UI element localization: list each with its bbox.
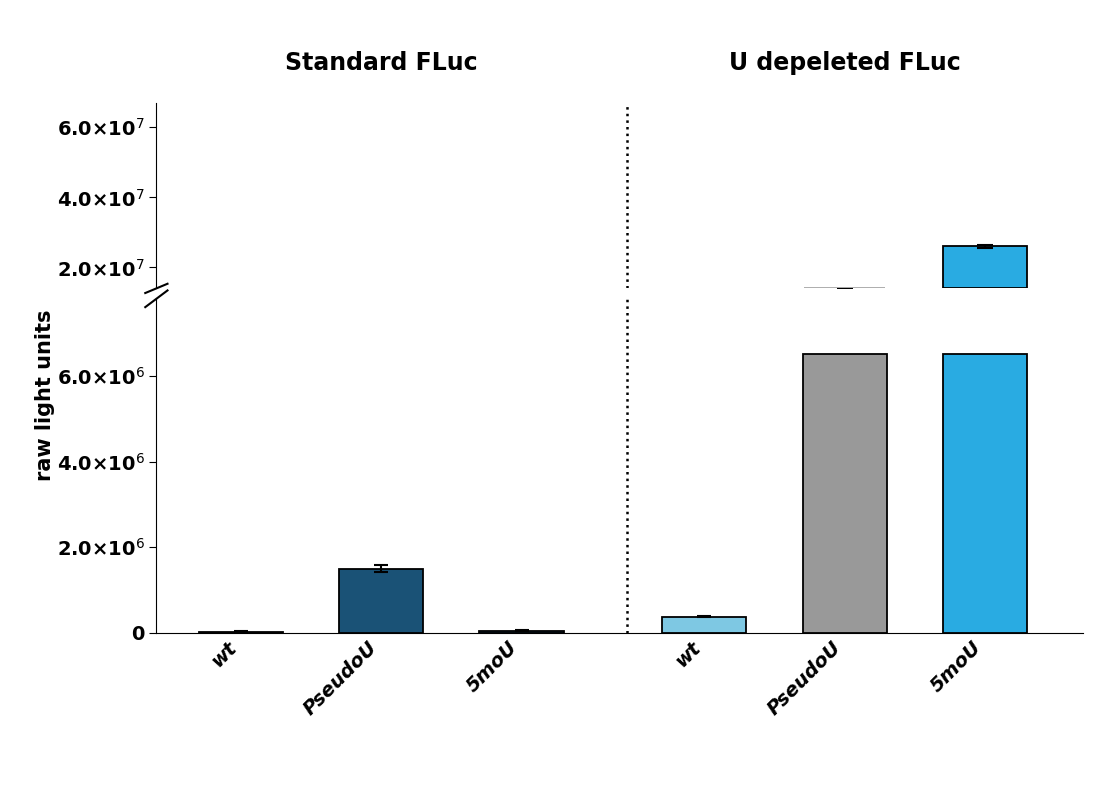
Bar [199,631,283,633]
Bar [802,354,887,633]
Text: raw light units: raw light units [35,310,55,481]
Bar [479,630,564,633]
Bar [943,246,1028,289]
Bar [943,354,1028,633]
Text: Standard FLuc: Standard FLuc [285,51,477,75]
Bar [662,616,746,633]
Text: U depeleted FLuc: U depeleted FLuc [728,51,961,75]
Bar [338,569,423,633]
